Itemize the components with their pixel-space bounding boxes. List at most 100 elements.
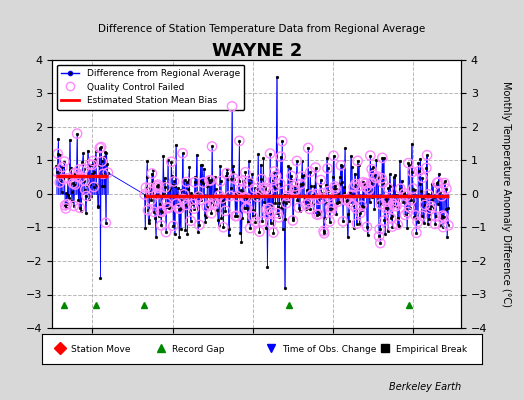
Point (319, 190, 327, 196)
Point (174, 205, 183, 212)
Point (179, 196, 188, 202)
Point (233, 213, 241, 219)
Point (226, 193, 234, 199)
Point (291, 183, 299, 190)
Point (404, 160, 412, 166)
Point (350, 184, 358, 190)
Point (265, 205, 274, 211)
Point (265, 187, 273, 194)
Point (269, 177, 277, 183)
Point (60, 158, 69, 165)
Point (216, 178, 225, 184)
Point (180, 191, 188, 198)
Point (406, 204, 414, 211)
Point (384, 185, 392, 192)
Point (221, 208, 230, 214)
Point (323, 165, 332, 172)
Point (275, 214, 283, 220)
Point (316, 177, 325, 183)
Point (320, 230, 329, 236)
Point (342, 196, 350, 202)
Point (70, 170, 79, 176)
Point (380, 217, 388, 224)
Point (413, 219, 422, 225)
Point (315, 211, 323, 218)
Point (407, 197, 415, 204)
Point (58, 164, 67, 170)
Point (182, 179, 191, 185)
Point (209, 199, 217, 206)
Point (242, 205, 250, 212)
Point (330, 152, 338, 159)
Point (218, 195, 226, 202)
Point (152, 191, 161, 198)
Point (374, 174, 382, 180)
Point (208, 143, 216, 150)
Point (213, 196, 221, 203)
Point (172, 200, 181, 207)
Point (228, 103, 236, 110)
Point (297, 173, 305, 180)
Point (61, 205, 70, 212)
Point (291, 187, 300, 193)
Point (438, 193, 446, 199)
Point (365, 186, 373, 193)
Point (357, 202, 366, 209)
Point (269, 229, 278, 236)
Point (215, 192, 224, 198)
Point (381, 205, 390, 211)
Point (272, 173, 280, 179)
Point (396, 186, 405, 192)
Point (192, 196, 200, 203)
Point (71, 181, 79, 188)
Point (438, 212, 446, 219)
Point (440, 180, 449, 186)
Point (146, 185, 154, 191)
Point (434, 179, 443, 185)
Text: Difference of Station Temperature Data from Regional Average: Difference of Station Temperature Data f… (99, 24, 425, 34)
Point (363, 224, 371, 230)
Point (333, 199, 342, 205)
Point (258, 218, 266, 225)
Point (412, 230, 421, 236)
Point (77, 174, 85, 181)
Point (325, 193, 333, 199)
Point (436, 189, 444, 195)
Point (331, 186, 340, 192)
Point (399, 198, 407, 205)
Point (157, 222, 166, 229)
Point (53, 151, 62, 157)
Y-axis label: Monthly Temperature Anomaly Difference (°C): Monthly Temperature Anomaly Difference (… (501, 81, 511, 307)
Point (276, 180, 285, 187)
Text: Empirical Break: Empirical Break (396, 344, 467, 354)
Point (431, 221, 439, 227)
Point (61, 202, 69, 208)
Point (80, 178, 89, 184)
Point (144, 207, 152, 214)
Text: Time of Obs. Change: Time of Obs. Change (282, 344, 376, 354)
Point (366, 152, 375, 159)
Point (376, 240, 385, 246)
Point (345, 199, 354, 205)
Point (422, 165, 431, 171)
Point (163, 204, 171, 210)
Point (432, 213, 440, 220)
Point (302, 201, 310, 208)
Point (248, 213, 257, 220)
Point (361, 181, 369, 187)
Point (102, 220, 110, 226)
Point (444, 222, 453, 228)
Point (377, 201, 385, 208)
Point (277, 153, 285, 160)
Point (189, 201, 197, 207)
Point (311, 164, 320, 171)
Point (53, 168, 61, 175)
Point (194, 193, 203, 200)
Point (150, 209, 158, 215)
Point (250, 185, 259, 192)
Point (230, 175, 238, 182)
Point (400, 190, 409, 197)
Point (356, 210, 365, 216)
Point (97, 144, 105, 150)
Point (267, 220, 275, 226)
